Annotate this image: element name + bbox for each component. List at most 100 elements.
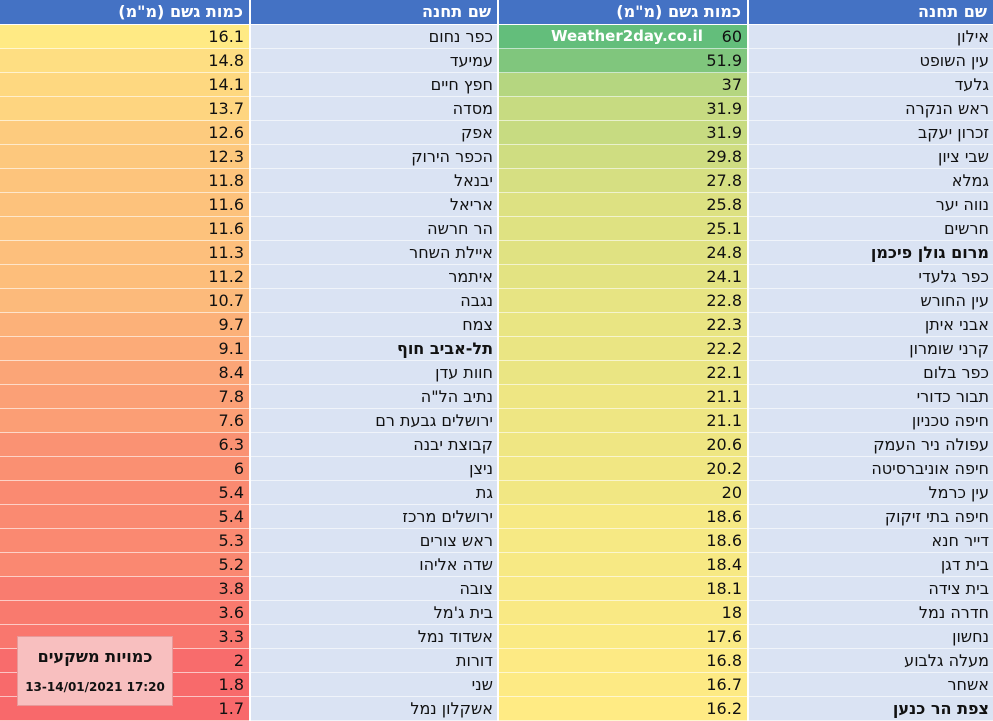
right-station-cell: בית דגן: [749, 553, 993, 577]
watermark: Weather2day.co.il: [551, 27, 703, 45]
legend-date: 13-14/01/2021 17:20: [25, 680, 165, 694]
left-station-cell: עמיעד: [251, 49, 497, 73]
left-station-cell: אריאל: [251, 193, 497, 217]
right-station-cell: גמלא: [749, 169, 993, 193]
left-station-cell: קבוצת יבנה: [251, 433, 497, 457]
right-amount-cell: 27.8: [499, 169, 747, 193]
right-amount-cell: 18.1: [499, 577, 747, 601]
left-station-cell: ניצן: [251, 457, 497, 481]
left-station-cell: שדה אליהו: [251, 553, 497, 577]
right-amount-cell: 18.4: [499, 553, 747, 577]
right-amount-cell: 25.1: [499, 217, 747, 241]
right-station-cell: עפולה ניר העמק: [749, 433, 993, 457]
right-station-cell: זכרון יעקב: [749, 121, 993, 145]
left-amount-cell: 11.3: [0, 241, 249, 265]
right-amount-cell: 18.6: [499, 529, 747, 553]
legend-title: כמויות משקעים: [37, 647, 153, 666]
left-amount-cell: 11.6: [0, 193, 249, 217]
left-station-cell: יבנאל: [251, 169, 497, 193]
right-station-cell: חיפה טכניון: [749, 409, 993, 433]
left-amount-cell: 7.8: [0, 385, 249, 409]
right-station-cell: עין כרמל: [749, 481, 993, 505]
left-station-cell: צובה: [251, 577, 497, 601]
left-amount-cell: 16.1: [0, 25, 249, 49]
left-station-cell: אשקלון נמל: [251, 697, 497, 721]
right-station-cell: תבור כדורי: [749, 385, 993, 409]
left-station-cell: הר חרשה: [251, 217, 497, 241]
header-left-amount: כמות גשם (מ"מ): [0, 0, 249, 24]
left-station-cell: ראש צורים: [251, 529, 497, 553]
right-station-cell: חיפה בתי זיקוק: [749, 505, 993, 529]
right-station-cell: אשחר: [749, 673, 993, 697]
right-station-cell: גלעד: [749, 73, 993, 97]
left-amount-cell: 5.3: [0, 529, 249, 553]
left-amount-cell: 3.6: [0, 601, 249, 625]
right-amount-cell: 20.6: [499, 433, 747, 457]
right-station-cell: קרני שומרון: [749, 337, 993, 361]
right-station-cell: חיפה אוניברסיטה: [749, 457, 993, 481]
left-amount-cell: 9.1: [0, 337, 249, 361]
right-station-cell: כפר גלעדי: [749, 265, 993, 289]
right-amount-cell: 22.1: [499, 361, 747, 385]
right-amount-cell: 25.8: [499, 193, 747, 217]
right-amount-cell: 18: [499, 601, 747, 625]
left-amount-cell: 11.8: [0, 169, 249, 193]
left-station-cell: חפץ חיים: [251, 73, 497, 97]
right-amount-cell: 20.2: [499, 457, 747, 481]
right-amount-cell: 16.8: [499, 649, 747, 673]
right-amount-cell: 29.8: [499, 145, 747, 169]
left-amount-cell: 12.6: [0, 121, 249, 145]
left-station-cell: צמח: [251, 313, 497, 337]
right-station-cell: חרשים: [749, 217, 993, 241]
right-amount-cell: 24.1: [499, 265, 747, 289]
left-station-cell: מסדה: [251, 97, 497, 121]
left-station-cell: איילת השחר: [251, 241, 497, 265]
right-amount-cell: 20: [499, 481, 747, 505]
left-amount-cell: 14.1: [0, 73, 249, 97]
right-station-cell: בית צידה: [749, 577, 993, 601]
left-station-cell: נגבה: [251, 289, 497, 313]
header-right-amount: כמות גשם (מ"מ): [499, 0, 747, 24]
right-amount-cell: 21.1: [499, 409, 747, 433]
right-amount-cell: 24.8: [499, 241, 747, 265]
right-station-cell: מעלה גלבוע: [749, 649, 993, 673]
left-station-cell: גת: [251, 481, 497, 505]
right-station-cell: חדרה נמל: [749, 601, 993, 625]
left-station-cell: הכפר הירוק: [251, 145, 497, 169]
right-station-cell: שבי ציון: [749, 145, 993, 169]
right-amount-cell: 17.6: [499, 625, 747, 649]
left-station-cell: שני: [251, 673, 497, 697]
right-station-cell: עין החורש: [749, 289, 993, 313]
right-station-cell: נווה יער: [749, 193, 993, 217]
right-amount-cell: 22.8: [499, 289, 747, 313]
right-amount-cell: 16.2: [499, 697, 747, 721]
left-amount-cell: 5.2: [0, 553, 249, 577]
left-station-cell: ירושלים גבעת רם: [251, 409, 497, 433]
right-station-cell: אבני איתן: [749, 313, 993, 337]
left-amount-cell: 6: [0, 457, 249, 481]
left-amount-cell: 7.6: [0, 409, 249, 433]
header-left-station: שם תחנה: [251, 0, 497, 24]
left-station-cell: כפר נחום: [251, 25, 497, 49]
right-amount-cell: 18.6: [499, 505, 747, 529]
right-amount-cell: 31.9: [499, 121, 747, 145]
right-station-cell: מרום גולן פיכמן: [749, 241, 993, 265]
left-amount-cell: 5.4: [0, 481, 249, 505]
right-amount-cell: 31.9: [499, 97, 747, 121]
left-station-cell: תל-אביב חוף: [251, 337, 497, 361]
left-amount-cell: 11.2: [0, 265, 249, 289]
right-station-cell: צפת הר כנען: [749, 697, 993, 721]
right-station-cell: ראש הנקרה: [749, 97, 993, 121]
left-station-cell: אשדוד נמל: [251, 625, 497, 649]
left-station-cell: נתיב הל"ה: [251, 385, 497, 409]
right-station-cell: דייר חנא: [749, 529, 993, 553]
left-amount-cell: 11.6: [0, 217, 249, 241]
left-station-cell: איתמר: [251, 265, 497, 289]
right-station-cell: נחשון: [749, 625, 993, 649]
right-station-cell: עין השופט: [749, 49, 993, 73]
left-amount-cell: 10.7: [0, 289, 249, 313]
right-amount-cell: 37: [499, 73, 747, 97]
left-amount-cell: 12.3: [0, 145, 249, 169]
right-amount-cell: 22.2: [499, 337, 747, 361]
